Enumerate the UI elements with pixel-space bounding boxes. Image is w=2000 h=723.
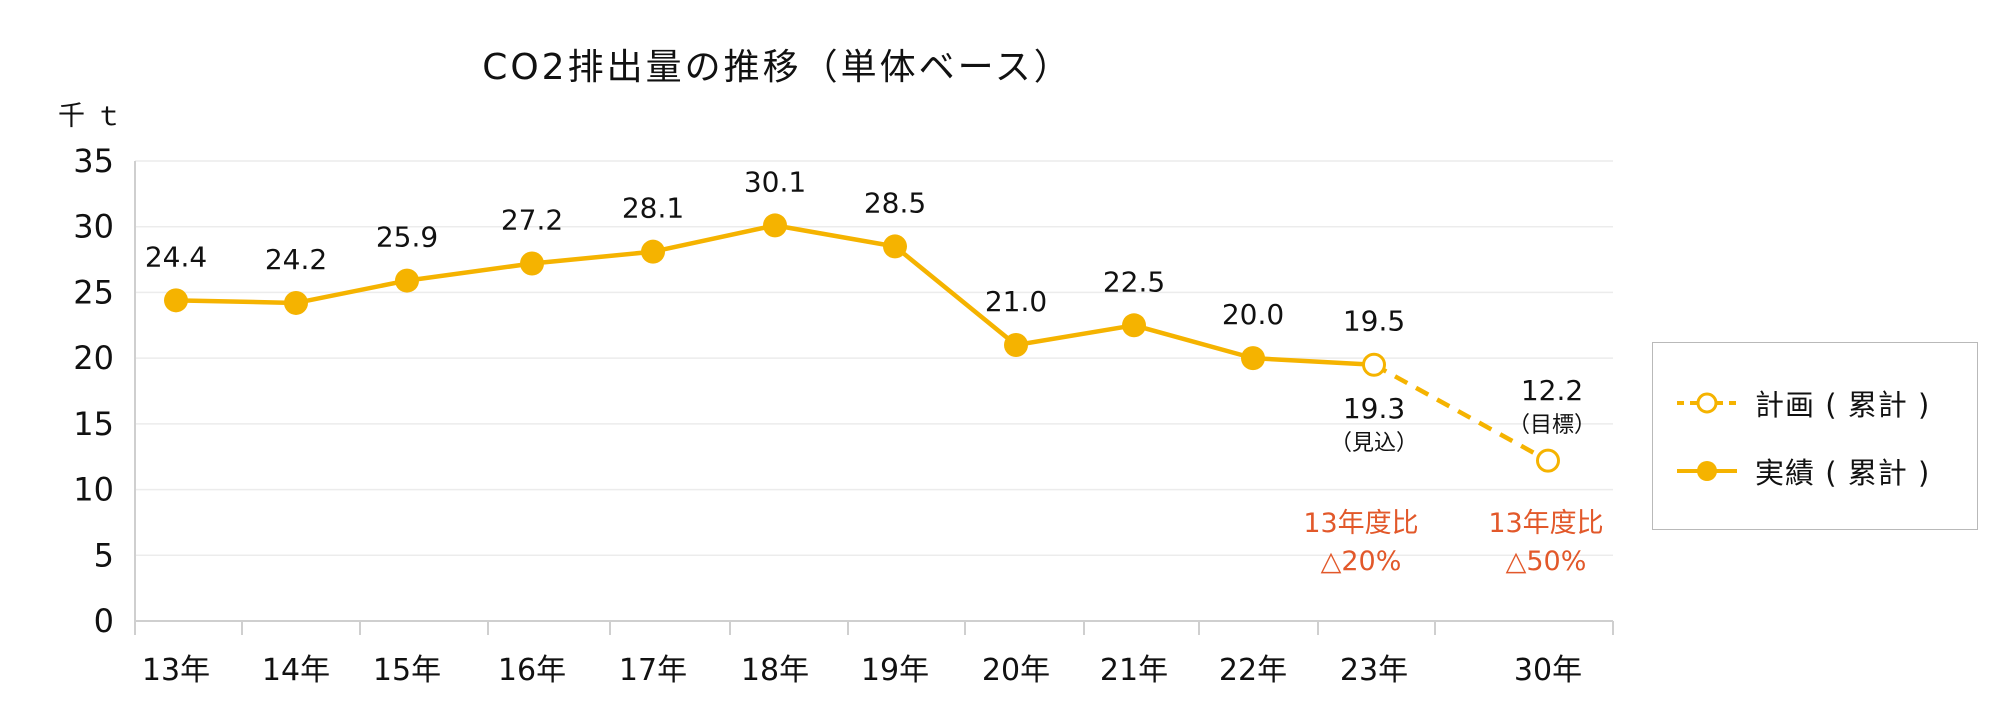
y-axis-unit: 千ｔ (58, 101, 132, 132)
data-label-actual: 22.5 (1103, 265, 1165, 298)
y-tick-label: 35 (73, 142, 114, 180)
annotation-note: （見込） (1330, 431, 1418, 456)
data-point-actual (1004, 333, 1028, 357)
data-point-actual (284, 290, 308, 315)
annotation-note: （目標） (1508, 413, 1596, 438)
data-point-actual (641, 239, 665, 264)
reduction-label: 13年度比 (1303, 508, 1418, 539)
data-label-actual: 27.2 (501, 204, 563, 237)
data-label-actual: 20.0 (1222, 298, 1284, 331)
data-point-plan (1536, 448, 1560, 473)
reduction-value: △50% (1506, 546, 1587, 577)
x-tick-label: 19年 (861, 653, 929, 688)
data-label-actual: 25.9 (376, 221, 438, 254)
data-point-actual (763, 213, 787, 238)
x-tick-label: 17年 (619, 653, 687, 688)
x-tick-label: 21年 (1100, 653, 1168, 688)
x-tick-label: 18年 (741, 653, 809, 688)
data-point-actual (395, 268, 419, 293)
x-tick-label: 23年 (1340, 653, 1408, 688)
data-point-actual (164, 288, 188, 313)
y-tick-label: 0 (94, 602, 114, 640)
data-label-plan: 19.5 (1343, 305, 1405, 338)
y-tick-label: 10 (73, 471, 114, 509)
y-tick-label: 15 (73, 405, 114, 443)
x-tick-label: 16年 (498, 653, 566, 688)
data-label-actual: 24.2 (265, 243, 327, 276)
x-tick-label: 15年 (373, 653, 441, 688)
data-label-actual: 30.1 (744, 165, 806, 198)
x-tick-label: 22年 (1219, 653, 1287, 688)
y-tick-label: 5 (94, 536, 114, 574)
legend-actual-swatch (1677, 461, 1737, 481)
annotation-value: 19.3 (1343, 392, 1405, 425)
data-label-actual: 21.0 (985, 285, 1047, 318)
data-label-actual: 24.4 (145, 240, 207, 273)
legend-plan-swatch (1677, 392, 1737, 414)
data-point-actual (520, 251, 544, 276)
data-point-plan (1362, 352, 1386, 377)
legend-plan-label: 計画 ( 累計 ) (1755, 388, 1931, 422)
x-tick-label: 13年 (142, 653, 210, 688)
legend: 計画 ( 累計 ) 実績 ( 累計 ) (1652, 342, 1978, 530)
reduction-label: 13年度比 (1488, 508, 1603, 539)
data-label-actual: 28.1 (622, 192, 684, 225)
reduction-value: △20% (1321, 546, 1402, 577)
x-tick-label: 20年 (982, 653, 1050, 688)
legend-actual-label: 実績 ( 累計 ) (1755, 456, 1931, 490)
y-tick-label: 25 (73, 273, 114, 311)
series-line-actual (175, 223, 1375, 367)
chart-title: CO2排出量の推移（単体ベース） (482, 47, 1073, 88)
x-tick-label: 30年 (1514, 653, 1582, 688)
series-line-plan (1372, 362, 1550, 463)
x-tick-label: 14年 (262, 653, 330, 688)
data-label-plan: 12.2 (1521, 374, 1583, 407)
legend-item-actual: 実績 ( 累計 ) (1673, 449, 1930, 493)
y-tick-label: 30 (73, 208, 114, 246)
y-tick-label: 20 (73, 339, 114, 377)
legend-item-plan: 計画 ( 累計 ) (1673, 381, 1930, 425)
plot-area: 0 5 10 15 20 25 30 35 13年 14年 15年 16年 17年 18年 19年 20年 21… (73, 142, 1614, 688)
data-point-actual (883, 234, 907, 259)
data-label-actual: 28.5 (864, 186, 926, 219)
data-point-actual (1241, 346, 1265, 371)
data-point-actual (1122, 313, 1146, 338)
